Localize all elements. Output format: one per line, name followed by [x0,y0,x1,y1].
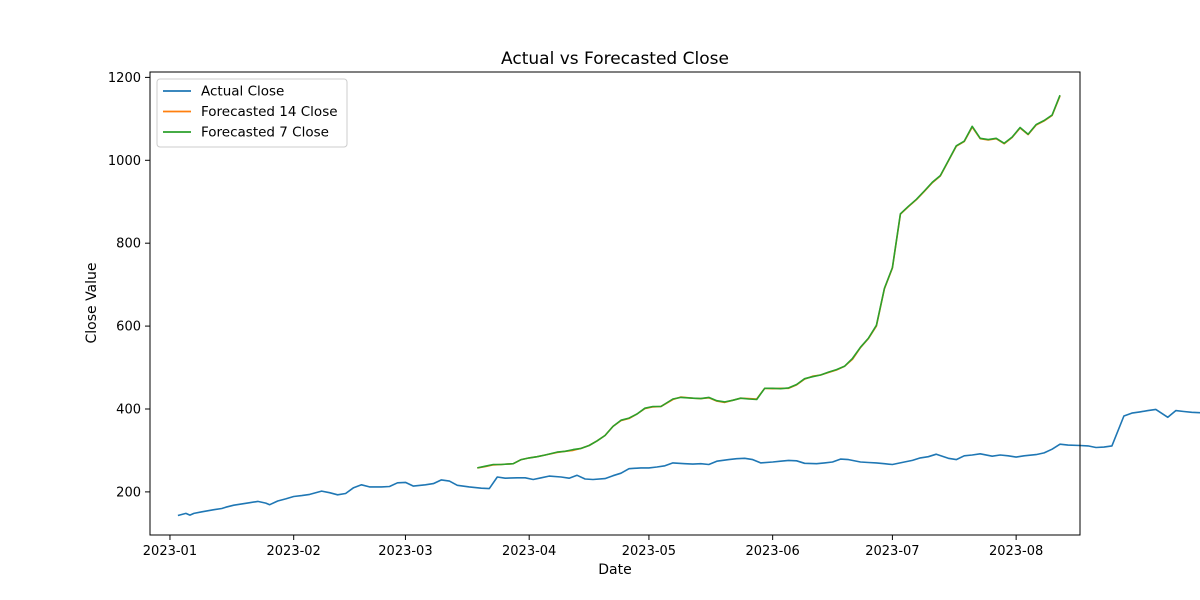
x-tick-label: 2023-01 [143,544,197,559]
legend-label: Forecasted 7 Close [201,125,329,141]
y-axis-label: Close Value [84,262,100,343]
x-tick-label: 2023-02 [267,544,321,559]
legend-box [156,78,348,148]
legend-label: Actual Close [201,84,284,100]
x-axis: 2023-01 2023-02 2023-03 2023-04 2023-05 2023-… [143,535,1043,559]
y-tick-label: 1200 [108,71,141,86]
y-tick-label: 600 [116,320,141,335]
plot-frame [149,71,1081,536]
series-line-1 [177,408,1200,517]
series-line-3 [477,94,1061,469]
y-tick-label: 200 [116,485,141,500]
series-layer [177,94,1200,517]
legend-label: Forecasted 14 Close [201,104,338,120]
x-axis-label: Date [598,562,631,578]
x-tick-label: 2023-04 [502,544,556,559]
x-tick-label: 2023-06 [745,544,799,559]
y-tick-label: 1000 [108,154,141,169]
legend: Actual Close Forecasted 14 Close Forecaste… [156,78,348,148]
x-tick-label: 2023-08 [989,544,1043,559]
chart-title: Actual vs Forecasted Close [501,49,729,69]
x-tick-label: 2023-05 [622,544,676,559]
y-axis: 200 400 600 800 1000 1200 [108,71,150,500]
y-tick-label: 400 [116,402,141,417]
y-tick-label: 800 [116,237,141,252]
x-tick-label: 2023-03 [378,544,432,559]
x-tick-label: 2023-07 [865,544,919,559]
